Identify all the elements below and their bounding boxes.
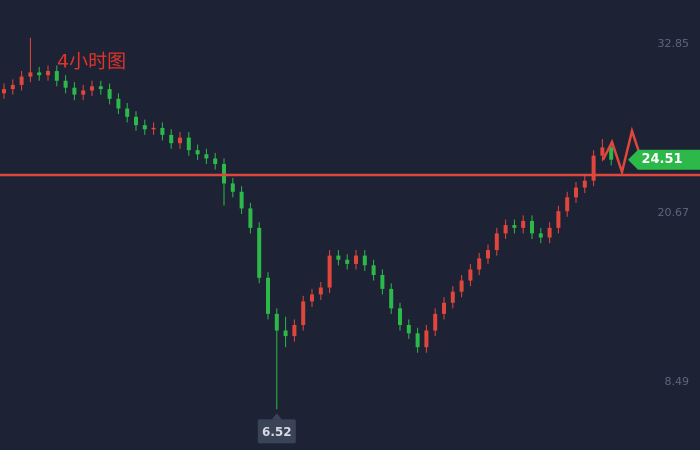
candle-body	[468, 269, 473, 281]
candle-body	[160, 127, 165, 135]
y-tick-label: 20.67	[658, 206, 690, 219]
candle-body	[274, 313, 279, 331]
candle-body	[266, 277, 270, 314]
candle-body	[195, 150, 200, 155]
candle-body	[116, 98, 121, 109]
candle-body	[477, 258, 482, 270]
candle-body	[565, 197, 570, 212]
candle-body	[19, 76, 24, 85]
candle-body	[134, 116, 138, 126]
candle-body	[494, 233, 499, 251]
candle-body	[37, 72, 42, 76]
candle-body	[292, 324, 297, 337]
candle-body	[547, 227, 552, 238]
candle-body	[354, 255, 358, 264]
candle-body	[2, 89, 6, 94]
candle-body	[248, 208, 253, 228]
candle-body	[433, 313, 438, 331]
candle-body	[54, 71, 59, 81]
candle-body	[424, 330, 429, 348]
candle-body	[521, 220, 526, 228]
candle-body	[46, 71, 50, 76]
candle-body	[318, 287, 323, 295]
candle-body	[336, 255, 341, 260]
candle-body	[530, 220, 534, 234]
candle-body	[283, 330, 288, 337]
candle-body	[600, 147, 605, 156]
candle-body	[301, 301, 306, 325]
candle-body	[538, 233, 543, 238]
candle-body	[90, 86, 94, 91]
candle-body	[380, 275, 385, 289]
candle-body	[459, 280, 464, 292]
candle-body	[186, 137, 191, 151]
candle-body	[556, 211, 561, 228]
candle-body	[213, 158, 218, 165]
candle-body	[450, 291, 455, 303]
candle-body	[345, 259, 350, 264]
candle-body	[178, 137, 182, 144]
candle-body	[125, 108, 130, 117]
candle-body	[442, 302, 446, 314]
candle-body	[512, 225, 517, 228]
candle-body	[204, 154, 209, 159]
candle-body	[239, 191, 244, 209]
candle-body	[257, 227, 262, 278]
annotation-zigzag	[601, 126, 643, 177]
candle-body	[310, 294, 314, 302]
candle-body	[230, 183, 235, 192]
candle-body	[503, 225, 508, 234]
price-box	[628, 149, 700, 170]
candle-body	[107, 89, 112, 99]
candle-body	[28, 72, 33, 77]
candle-body	[81, 90, 86, 95]
y-tick-label: 8.49	[665, 375, 690, 388]
candle-body	[362, 255, 367, 266]
chart-title: 4小时图	[57, 51, 126, 73]
candle-body	[574, 187, 578, 198]
low-label: 6.52	[262, 425, 292, 439]
candle-body	[151, 127, 156, 130]
candle-body	[591, 155, 596, 181]
candle-body	[415, 333, 420, 348]
candle-body	[389, 288, 394, 309]
candle-body	[142, 125, 147, 130]
candle-body	[371, 265, 376, 276]
y-tick-label: 32.85	[658, 37, 690, 50]
price-label: 24.51	[641, 152, 682, 167]
low-box	[257, 419, 296, 444]
candle-body	[582, 180, 587, 188]
candle-body	[10, 84, 15, 90]
candle-body	[72, 87, 77, 95]
candle-body	[398, 308, 402, 325]
candle-body	[169, 134, 174, 144]
candle-body	[98, 86, 103, 90]
low-pointer	[271, 413, 282, 420]
candle-body	[63, 80, 68, 88]
candle-body	[327, 255, 332, 288]
candle-body	[406, 324, 411, 334]
candle-body	[486, 250, 490, 259]
candle-body	[609, 147, 614, 160]
